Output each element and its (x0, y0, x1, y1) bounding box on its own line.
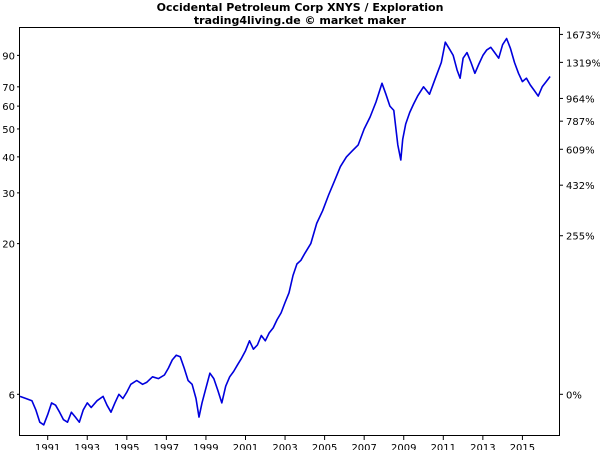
y-right-tick-label: 0% (566, 390, 582, 401)
y-right-tick-label: 787% (566, 117, 595, 128)
x-tick-label: 1995 (114, 443, 139, 450)
y-left-tick-label: 20 (2, 240, 15, 251)
y-axis-right: 0% 255% 432% 609% 787% 964% 1319% 1673% (560, 30, 600, 401)
x-tick-label: 2001 (233, 443, 258, 450)
y-right-tick-label: 1319% (566, 58, 600, 69)
x-axis: 1991 1993 1995 1997 1999 2001 2003 2005 2007 2009… (35, 436, 535, 450)
y-right-tick-label: 964% (566, 94, 595, 105)
y-left-tick-label: 60 (2, 102, 15, 113)
x-tick-label: 1993 (75, 443, 100, 450)
y-left-tick-label: 70 (2, 83, 15, 94)
x-tick-label: 2015 (510, 443, 535, 450)
x-tick-label: 2005 (312, 443, 337, 450)
y-left-tick-label: 90 (2, 51, 15, 62)
y-left-tick-label: 40 (2, 153, 15, 164)
x-tick-label: 1991 (35, 443, 60, 450)
y-right-tick-label: 609% (566, 145, 595, 156)
y-right-tick-label: 1673% (566, 30, 600, 41)
chart-title: Occidental Petroleum Corp XNYS / Explora… (157, 1, 444, 14)
y-left-tick-label: 50 (2, 125, 15, 136)
x-tick-label: 1997 (154, 443, 179, 450)
series-layer (19, 37, 551, 426)
y-right-tick-label: 255% (566, 232, 595, 243)
y-left-tick-label: 6 (9, 390, 15, 401)
x-tick-label: 1999 (193, 443, 218, 450)
chart-subtitle: trading4living.de © market maker (194, 14, 407, 27)
x-tick-label: 2011 (431, 443, 456, 450)
x-tick-label: 2003 (272, 443, 297, 450)
plot-area-border (19, 27, 560, 436)
x-tick-label: 2007 (351, 443, 376, 450)
price-series-line (19, 37, 551, 426)
y-right-tick-label: 432% (566, 181, 595, 192)
x-tick-label: 2013 (470, 443, 495, 450)
y-left-tick-label: 30 (2, 189, 15, 200)
y-axis-left: 6 20 30 40 50 60 70 90 (2, 51, 20, 401)
x-tick-label: 2009 (391, 443, 416, 450)
